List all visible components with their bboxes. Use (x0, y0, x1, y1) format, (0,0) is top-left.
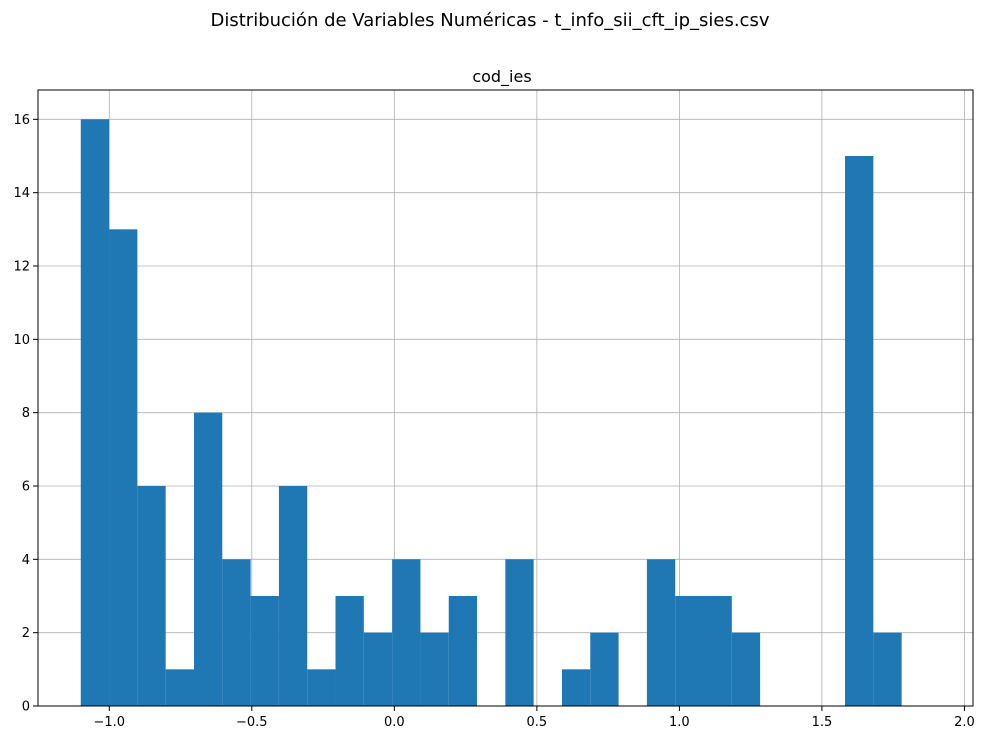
axes-frame (37, 89, 974, 707)
histogram-bar (731, 632, 761, 706)
x-tick-label: 0.5 (527, 715, 548, 730)
x-tick-label: −1.0 (93, 715, 125, 730)
histogram-bar (250, 596, 279, 706)
histogram-bar (193, 412, 223, 706)
histogram-bar (278, 486, 308, 706)
grid-lines (38, 90, 973, 707)
histogram-bar (80, 119, 110, 707)
x-tick-label: 0.0 (384, 715, 405, 730)
histogram-bar (137, 486, 166, 706)
y-tick-label: 0 (22, 700, 30, 715)
histogram-bar (448, 596, 478, 706)
y-tick-label: 12 (13, 260, 30, 275)
y-tick-label: 4 (22, 553, 30, 568)
histogram-bar (675, 596, 704, 706)
histogram-bar (646, 559, 676, 706)
figure-suptitle: Distribución de Variables Numéricas - t_… (211, 10, 770, 31)
histogram-bar (222, 559, 251, 706)
histogram-bar (561, 669, 591, 706)
histogram-bar (109, 229, 138, 707)
x-tick-label: 1.5 (812, 715, 833, 730)
histogram-bar (363, 632, 393, 706)
histogram-bar (845, 156, 874, 706)
y-axis-ticks: 0 2 4 6 8 10 12 14 16 (13, 113, 38, 715)
histogram-bar (703, 596, 732, 706)
histogram-bar (307, 669, 336, 706)
x-tick-label: −0.5 (236, 715, 268, 730)
y-tick-label: 2 (22, 626, 30, 641)
y-tick-label: 10 (13, 333, 30, 348)
y-tick-label: 6 (22, 480, 30, 495)
histogram-bar (392, 559, 421, 706)
histogram-bar (420, 632, 449, 706)
x-axis-ticks: −1.0 −0.5 0.0 0.5 1.0 1.5 2.0 (93, 706, 975, 730)
histogram-bars (80, 119, 902, 707)
x-tick-label: 1.0 (669, 715, 690, 730)
histogram-bar (165, 669, 194, 706)
axes-title: cod_ies (472, 67, 531, 87)
x-tick-label: 2.0 (954, 715, 975, 730)
histogram-bar (873, 632, 902, 706)
y-tick-label: 14 (13, 186, 30, 201)
histogram-bar (505, 559, 534, 706)
y-tick-label: 8 (22, 406, 30, 421)
y-tick-label: 16 (13, 113, 30, 128)
histogram-bar (335, 596, 364, 706)
histogram-bar (590, 632, 619, 706)
